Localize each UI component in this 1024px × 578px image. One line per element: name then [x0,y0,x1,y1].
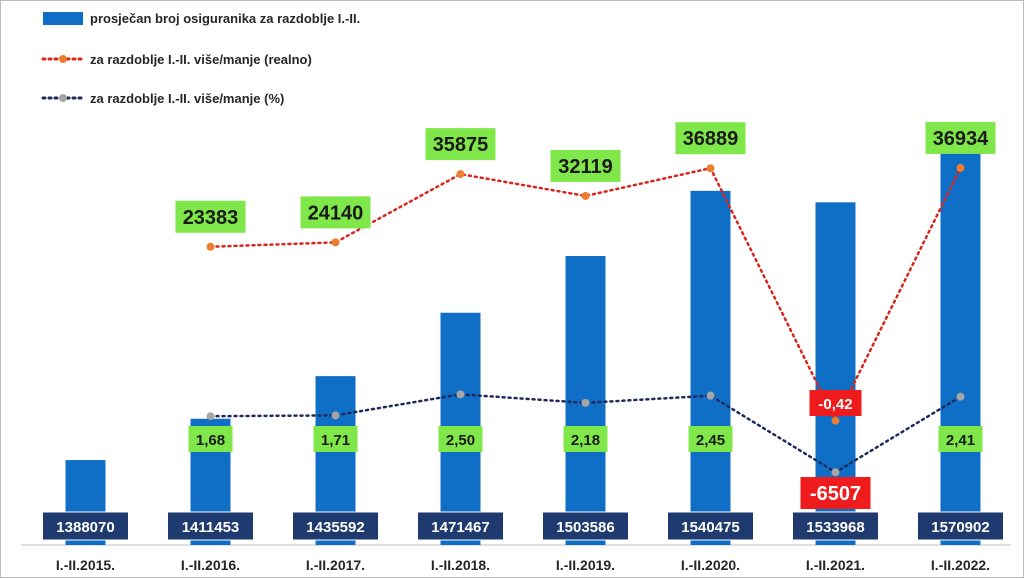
x-tick-label: I.-II.2015. [56,557,115,573]
real-data-label-box [800,477,871,509]
x-tick-label: I.-II.2017. [306,557,365,573]
real-point [331,238,340,247]
real-data-label: 36934 [933,128,989,150]
real-point [206,242,215,251]
x-tick-label: I.-II.2016. [181,557,240,573]
pct-data-label: 2,45 [696,432,725,449]
pct-point [206,412,215,421]
bar-value-label-box [667,511,754,541]
pct-data-label-box [809,390,862,416]
pct-point [956,392,965,401]
real-data-label: 24140 [308,202,364,224]
pct-data-label: -0,42 [818,396,852,413]
x-tick-label: I.-II.2018. [431,557,490,573]
real-point [706,164,715,173]
real-data-label-box [925,121,996,154]
real-data-label: 36889 [683,128,739,150]
pct-data-label-box [438,426,483,452]
bar-value-label: 1503586 [556,519,614,536]
pct-data-label-box [188,426,233,452]
real-data-label: -6507 [810,483,861,505]
pct-data-label-box [688,426,733,452]
pct-data-label-box [563,426,608,452]
bar-value-label: 1570902 [931,519,989,536]
pct-point [706,391,715,400]
bar [940,137,981,546]
bar-value-label-box [542,511,629,541]
real-point [581,191,590,200]
pct-data-label-box [313,426,358,452]
real-point [456,170,465,179]
bar-value-label-box [42,511,129,541]
real-data-label: 23383 [183,207,239,229]
x-tick-label: I.-II.2019. [556,557,615,573]
legend-marker-pct [59,94,67,102]
pct-point [831,468,840,477]
bar-value-label: 1540475 [681,519,739,536]
legend-swatch-bars [43,12,83,25]
bar-value-label: 1388070 [56,519,114,536]
real-data-label-box [175,200,246,233]
pct-data-label: 2,18 [571,432,600,449]
bar [690,190,731,545]
pct-point [456,390,465,399]
pct-data-label: 2,50 [446,432,475,449]
pct-point [581,398,590,407]
bar-value-label: 1435592 [306,519,364,536]
bar-value-label: 1533968 [806,519,864,536]
pct-data-label: 2,41 [946,432,975,449]
legend-label-real: za razdoblje I.-II. više/manje (realno) [90,52,312,67]
real-data-label: 35875 [433,134,489,156]
bar-value-label-box [292,511,379,541]
pct-data-label-box [938,426,983,452]
bar-value-label: 1411453 [182,519,240,536]
real-data-label-box [550,149,621,182]
real-point [956,163,965,172]
pct-data-label: 1,71 [321,432,350,449]
real-data-label-box [300,196,371,229]
real-data-label-box [425,128,496,161]
real-point [831,416,840,425]
real-data-label: 32119 [558,156,613,178]
bar-value-label: 1471467 [431,519,489,536]
x-tick-label: I.-II.2022. [931,557,990,573]
legend-label-pct: za razdoblje I.-II. više/manje (%) [90,91,284,106]
legend-marker-real [59,55,67,63]
x-tick-label: I.-II.2021. [806,557,865,573]
bar-value-label-box [917,511,1004,541]
bar-value-label-box [792,511,879,541]
bar-value-label-box [417,511,504,541]
pct-point [331,411,340,420]
legend-label-bars: prosječan broj osiguranika za razdoblje … [90,11,360,26]
bar-value-label-box [167,511,254,541]
pct-data-label: 1,68 [196,432,225,449]
x-tick-label: I.-II.2020. [681,557,740,573]
real-data-label-box [675,122,746,155]
